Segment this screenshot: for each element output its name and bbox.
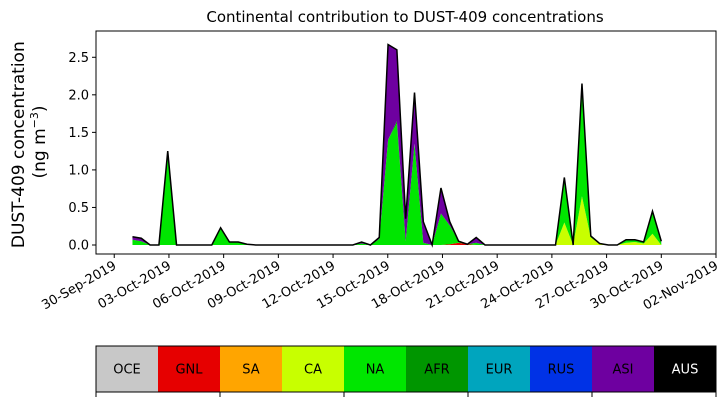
chart-title: Continental contribution to DUST-409 con… [206, 8, 603, 26]
y-axis-ticks: 0.0 0.5 1.0 1.5 2.0 2.5 [68, 51, 96, 253]
x-axis-ticks: 30-Sep-201903-Oct-201906-Oct-201909-Oct-… [39, 254, 721, 313]
y-tick-label: 1.5 [68, 126, 89, 141]
y-axis-label-line1: DUST-409 concentration [9, 41, 29, 248]
legend-swatch-rus [530, 346, 593, 392]
legend-label-gnl: GNL [175, 363, 203, 378]
legend-label-eur: EUR [486, 363, 513, 378]
plot-area [132, 43, 663, 248]
y-axis-label-unit-exponent: −3 [28, 112, 41, 128]
y-tick-label: 0.0 [68, 238, 89, 253]
y-tick-label: 2.0 [68, 88, 89, 103]
total-outline [132, 43, 663, 248]
stacked-areas [132, 44, 662, 245]
legend-swatch-sa [220, 346, 283, 392]
area-na [132, 83, 662, 245]
y-axis-label-unit-prefix: (ng m [30, 128, 50, 178]
legend-swatch-aus [654, 346, 717, 392]
legend-label-sa: SA [242, 363, 259, 378]
y-axis-label-line2: (ng m−3) [28, 105, 50, 178]
plot-frame [95, 30, 717, 255]
legend-frame [95, 345, 717, 393]
legend-swatch-afr [406, 346, 469, 392]
legend-colorbar: OCE GNL SA CA NA AFR EUR RUS ASI AUS [95, 345, 717, 397]
legend-swatch-oce [96, 346, 159, 392]
legend-swatch-gnl [158, 346, 221, 392]
legend-swatch-ca [282, 346, 345, 392]
legend-label-na: NA [366, 363, 385, 378]
y-tick-label: 0.5 [68, 201, 89, 216]
legend-label-rus: RUS [548, 363, 575, 378]
y-axis-label: DUST-409 concentration (ng m−3) [9, 36, 50, 248]
area-asi [132, 44, 662, 245]
legend-label-aus: AUS [672, 363, 699, 378]
y-tick-label: 2.5 [68, 51, 89, 66]
y-axis-label-unit-suffix: ) [30, 105, 50, 112]
legend-label-oce: OCE [113, 363, 141, 378]
legend-swatch-asi [592, 346, 655, 392]
legend-label-ca: CA [304, 363, 322, 378]
legend-swatch-na [344, 346, 407, 392]
legend-swatch-eur [468, 346, 531, 392]
legend-label-afr: AFR [424, 363, 449, 378]
y-tick-label: 1.0 [68, 163, 89, 178]
legend-label-asi: ASI [613, 363, 634, 378]
